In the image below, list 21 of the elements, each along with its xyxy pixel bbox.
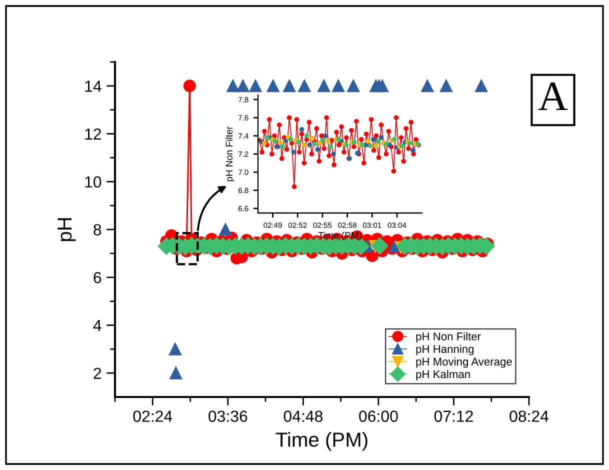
x-tick-label: 02:24: [133, 410, 172, 422]
text: A: [538, 82, 568, 110]
y-tick-label: 2: [94, 368, 102, 379]
y-tick-label: 10: [85, 176, 102, 188]
x-tick-label: 08:24: [510, 410, 549, 422]
x-tick-label: 06:00: [359, 410, 398, 422]
legend-label: pH Hanning: [416, 344, 474, 356]
y-tick-label: 12: [85, 128, 102, 140]
y-tick-label: 4: [93, 320, 102, 331]
y-axis-title: pH: [58, 218, 76, 242]
legend-label: pH Non Filter: [416, 332, 481, 343]
y-tick-label: 8: [94, 224, 102, 236]
legend-label: pH Kalman: [416, 370, 470, 380]
x-tick-label: 04:48: [284, 410, 322, 422]
x-tick-label: 03:36: [208, 410, 248, 422]
y-axis-title: pH Non Filter: [226, 126, 234, 182]
x-tick-label: 07:12: [434, 410, 473, 422]
x-axis-title: Time (PM): [276, 432, 368, 451]
legend-label: pH Moving Average: [416, 357, 512, 368]
y-tick-label: 14: [85, 80, 102, 92]
y-tick-label: 6: [94, 272, 102, 284]
